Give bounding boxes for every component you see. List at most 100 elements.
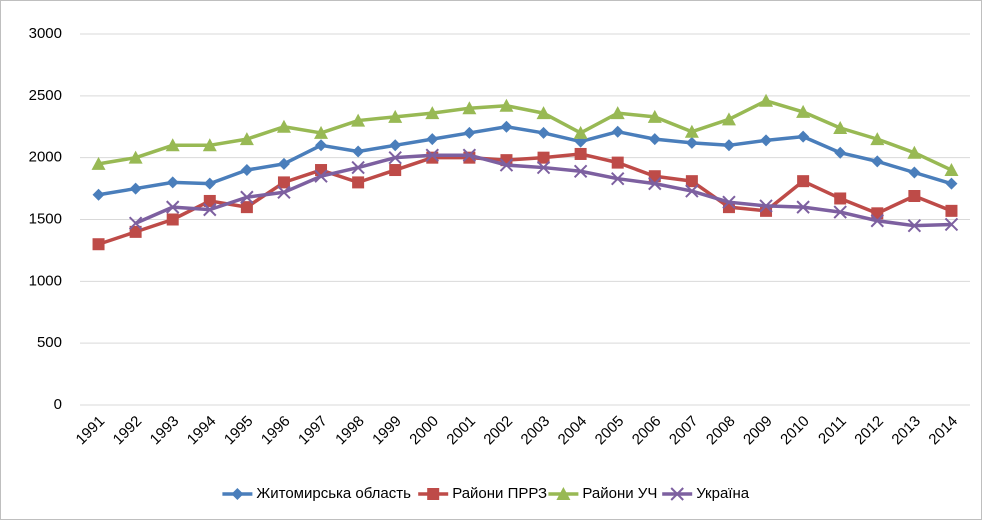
data-point — [276, 119, 291, 133]
data-point — [463, 126, 476, 139]
data-point — [92, 238, 105, 251]
y-tick-label: 2500 — [29, 87, 62, 104]
data-point — [91, 156, 106, 170]
data-point — [166, 200, 180, 214]
data-point — [462, 148, 477, 162]
data-point — [499, 158, 514, 172]
data-point — [239, 132, 254, 146]
legend-label: Україна — [696, 485, 750, 502]
data-point — [944, 217, 959, 232]
data-point — [314, 169, 328, 183]
data-point — [499, 98, 514, 112]
data-point — [722, 139, 735, 152]
y-tick-label: 0 — [54, 396, 62, 413]
legend-label: Райони УЧ — [582, 485, 657, 502]
data-point — [462, 101, 477, 115]
data-point — [908, 190, 921, 203]
legend-marker — [556, 487, 571, 500]
legend-item: Україна — [662, 485, 750, 502]
data-point — [611, 125, 624, 138]
data-point — [352, 145, 365, 158]
data-point — [314, 125, 329, 139]
data-point — [240, 190, 254, 204]
data-point — [870, 214, 884, 228]
data-point — [202, 138, 217, 152]
data-point — [907, 218, 922, 233]
data-point — [536, 106, 551, 120]
data-point — [797, 175, 810, 188]
legend-marker — [670, 487, 684, 501]
data-point — [166, 213, 179, 226]
data-point — [685, 175, 698, 188]
data-point — [277, 176, 290, 189]
data-point — [352, 176, 365, 189]
data-point — [945, 177, 958, 190]
data-point — [944, 163, 959, 177]
y-tick-label: 1000 — [29, 272, 62, 289]
legend-item: Житомирська область — [222, 485, 411, 502]
data-point — [165, 138, 180, 152]
data-point — [351, 160, 365, 175]
data-point — [796, 200, 810, 214]
data-point — [128, 150, 143, 164]
data-point — [759, 93, 774, 107]
data-point — [684, 124, 699, 138]
data-point — [834, 192, 847, 205]
series-line — [98, 99, 953, 172]
data-point — [908, 166, 921, 179]
data-point — [871, 155, 884, 168]
data-point — [648, 170, 661, 183]
y-tick-label: 500 — [37, 334, 62, 351]
data-point — [536, 160, 551, 175]
data-point — [425, 106, 440, 120]
data-point — [611, 171, 625, 186]
data-point — [166, 176, 179, 189]
data-point — [945, 204, 958, 217]
data-point — [128, 216, 143, 230]
data-point — [351, 113, 366, 127]
data-point — [277, 185, 291, 200]
legend-item: Райони ПРРЗ — [418, 485, 547, 502]
data-point — [203, 202, 217, 217]
data-point — [240, 164, 253, 177]
data-point — [834, 146, 847, 159]
data-point — [537, 126, 550, 139]
data-point — [871, 207, 884, 220]
data-point — [388, 109, 403, 123]
data-point — [870, 132, 885, 146]
y-tick-label: 1500 — [29, 210, 62, 227]
data-point — [574, 147, 587, 160]
data-point — [833, 120, 848, 134]
data-point — [500, 120, 513, 133]
data-point — [759, 199, 773, 213]
legend-label: Райони ПРРЗ — [452, 485, 547, 502]
data-point — [833, 205, 847, 219]
data-point — [203, 177, 216, 190]
data-point — [203, 194, 216, 207]
series-line — [97, 152, 953, 246]
data-point — [797, 130, 810, 143]
data-point — [685, 184, 699, 198]
legend-marker — [231, 488, 244, 500]
data-point — [92, 188, 105, 201]
data-point — [648, 133, 661, 146]
data-point — [389, 164, 402, 177]
data-point — [573, 164, 588, 178]
data-point — [388, 150, 402, 165]
data-point — [277, 157, 290, 170]
data-point — [129, 182, 142, 195]
data-point — [760, 134, 773, 147]
data-point — [611, 156, 624, 169]
data-point — [721, 112, 736, 126]
data-point — [907, 145, 922, 159]
data-point — [573, 125, 588, 139]
series-line — [98, 125, 952, 197]
data-point — [425, 148, 439, 162]
data-point — [129, 225, 142, 238]
legend-marker — [427, 488, 440, 500]
legend-label: Житомирська область — [256, 485, 411, 502]
data-point — [610, 106, 625, 120]
data-point — [796, 104, 811, 118]
